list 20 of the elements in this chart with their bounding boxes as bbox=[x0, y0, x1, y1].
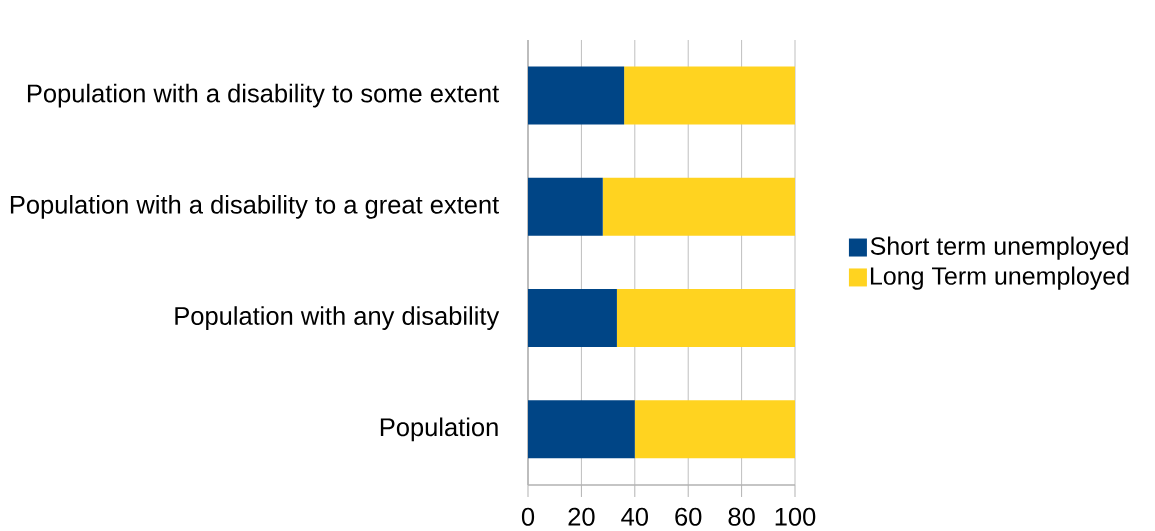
y-tick-label: Population bbox=[380, 417, 498, 442]
legend-label: Short term unemployed bbox=[870, 236, 1128, 260]
bar bbox=[616, 289, 796, 348]
bar bbox=[528, 66, 625, 125]
x-tick-label: 80 bbox=[728, 507, 755, 526]
bar bbox=[624, 66, 796, 125]
bar bbox=[528, 177, 603, 236]
x-tick-label: 60 bbox=[675, 507, 702, 526]
bar bbox=[602, 177, 796, 236]
y-tick-label: Population with a disability to some extent bbox=[27, 83, 500, 108]
x-tick-label: 100 bbox=[775, 507, 816, 526]
legend-label: Long Term unemployed bbox=[870, 266, 1129, 290]
y-tick-label: Population with a disability to a great extent bbox=[10, 194, 499, 219]
bar bbox=[528, 400, 635, 459]
x-tick-label: 0 bbox=[521, 507, 535, 526]
x-tick-label: 40 bbox=[621, 507, 648, 526]
bar bbox=[634, 400, 796, 459]
bar bbox=[528, 289, 617, 348]
x-tick-label: 20 bbox=[568, 507, 595, 526]
y-tick-label: Population with any disability bbox=[175, 306, 500, 331]
